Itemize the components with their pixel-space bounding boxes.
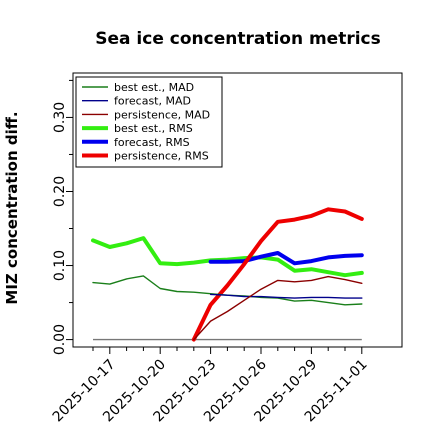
series-line-1	[209, 293, 363, 299]
plot-frame	[72, 72, 403, 348]
legend-entry: persistence, MAD	[114, 108, 210, 121]
y-tick-label: 0.00	[52, 324, 68, 355]
y-tick-label: 0.10	[52, 250, 68, 281]
series-line-4	[208, 251, 364, 266]
y-tick-label: 0.30	[52, 102, 68, 133]
series-line-2	[193, 275, 363, 341]
y-tick-label: 0.20	[52, 176, 68, 207]
y-axis-label: MIZ concentration diff.	[3, 111, 21, 304]
chart-title: Sea ice concentration metrics	[95, 29, 381, 49]
legend-entry: persistence, RMS	[114, 150, 209, 163]
legend-entry: forecast, RMS	[114, 136, 190, 149]
series-line-3	[91, 236, 364, 278]
series-line-5	[191, 207, 364, 342]
legend-entry: forecast, MAD	[114, 95, 191, 108]
plot-area: 0.000.100.200.302025-10-172025-10-202025…	[50, 72, 403, 425]
legend-entry: best est., RMS	[114, 122, 193, 135]
legend-box	[75, 76, 223, 168]
legend-entry: best est., MAD	[114, 81, 194, 94]
series-line-0	[92, 275, 363, 306]
